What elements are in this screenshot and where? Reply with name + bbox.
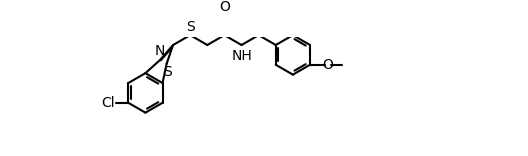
Text: S: S <box>163 65 172 79</box>
Text: O: O <box>322 58 333 72</box>
Text: N: N <box>154 44 165 58</box>
Text: NH: NH <box>231 49 252 63</box>
Text: Cl: Cl <box>101 96 115 110</box>
Text: S: S <box>186 20 194 34</box>
Text: O: O <box>219 0 230 14</box>
